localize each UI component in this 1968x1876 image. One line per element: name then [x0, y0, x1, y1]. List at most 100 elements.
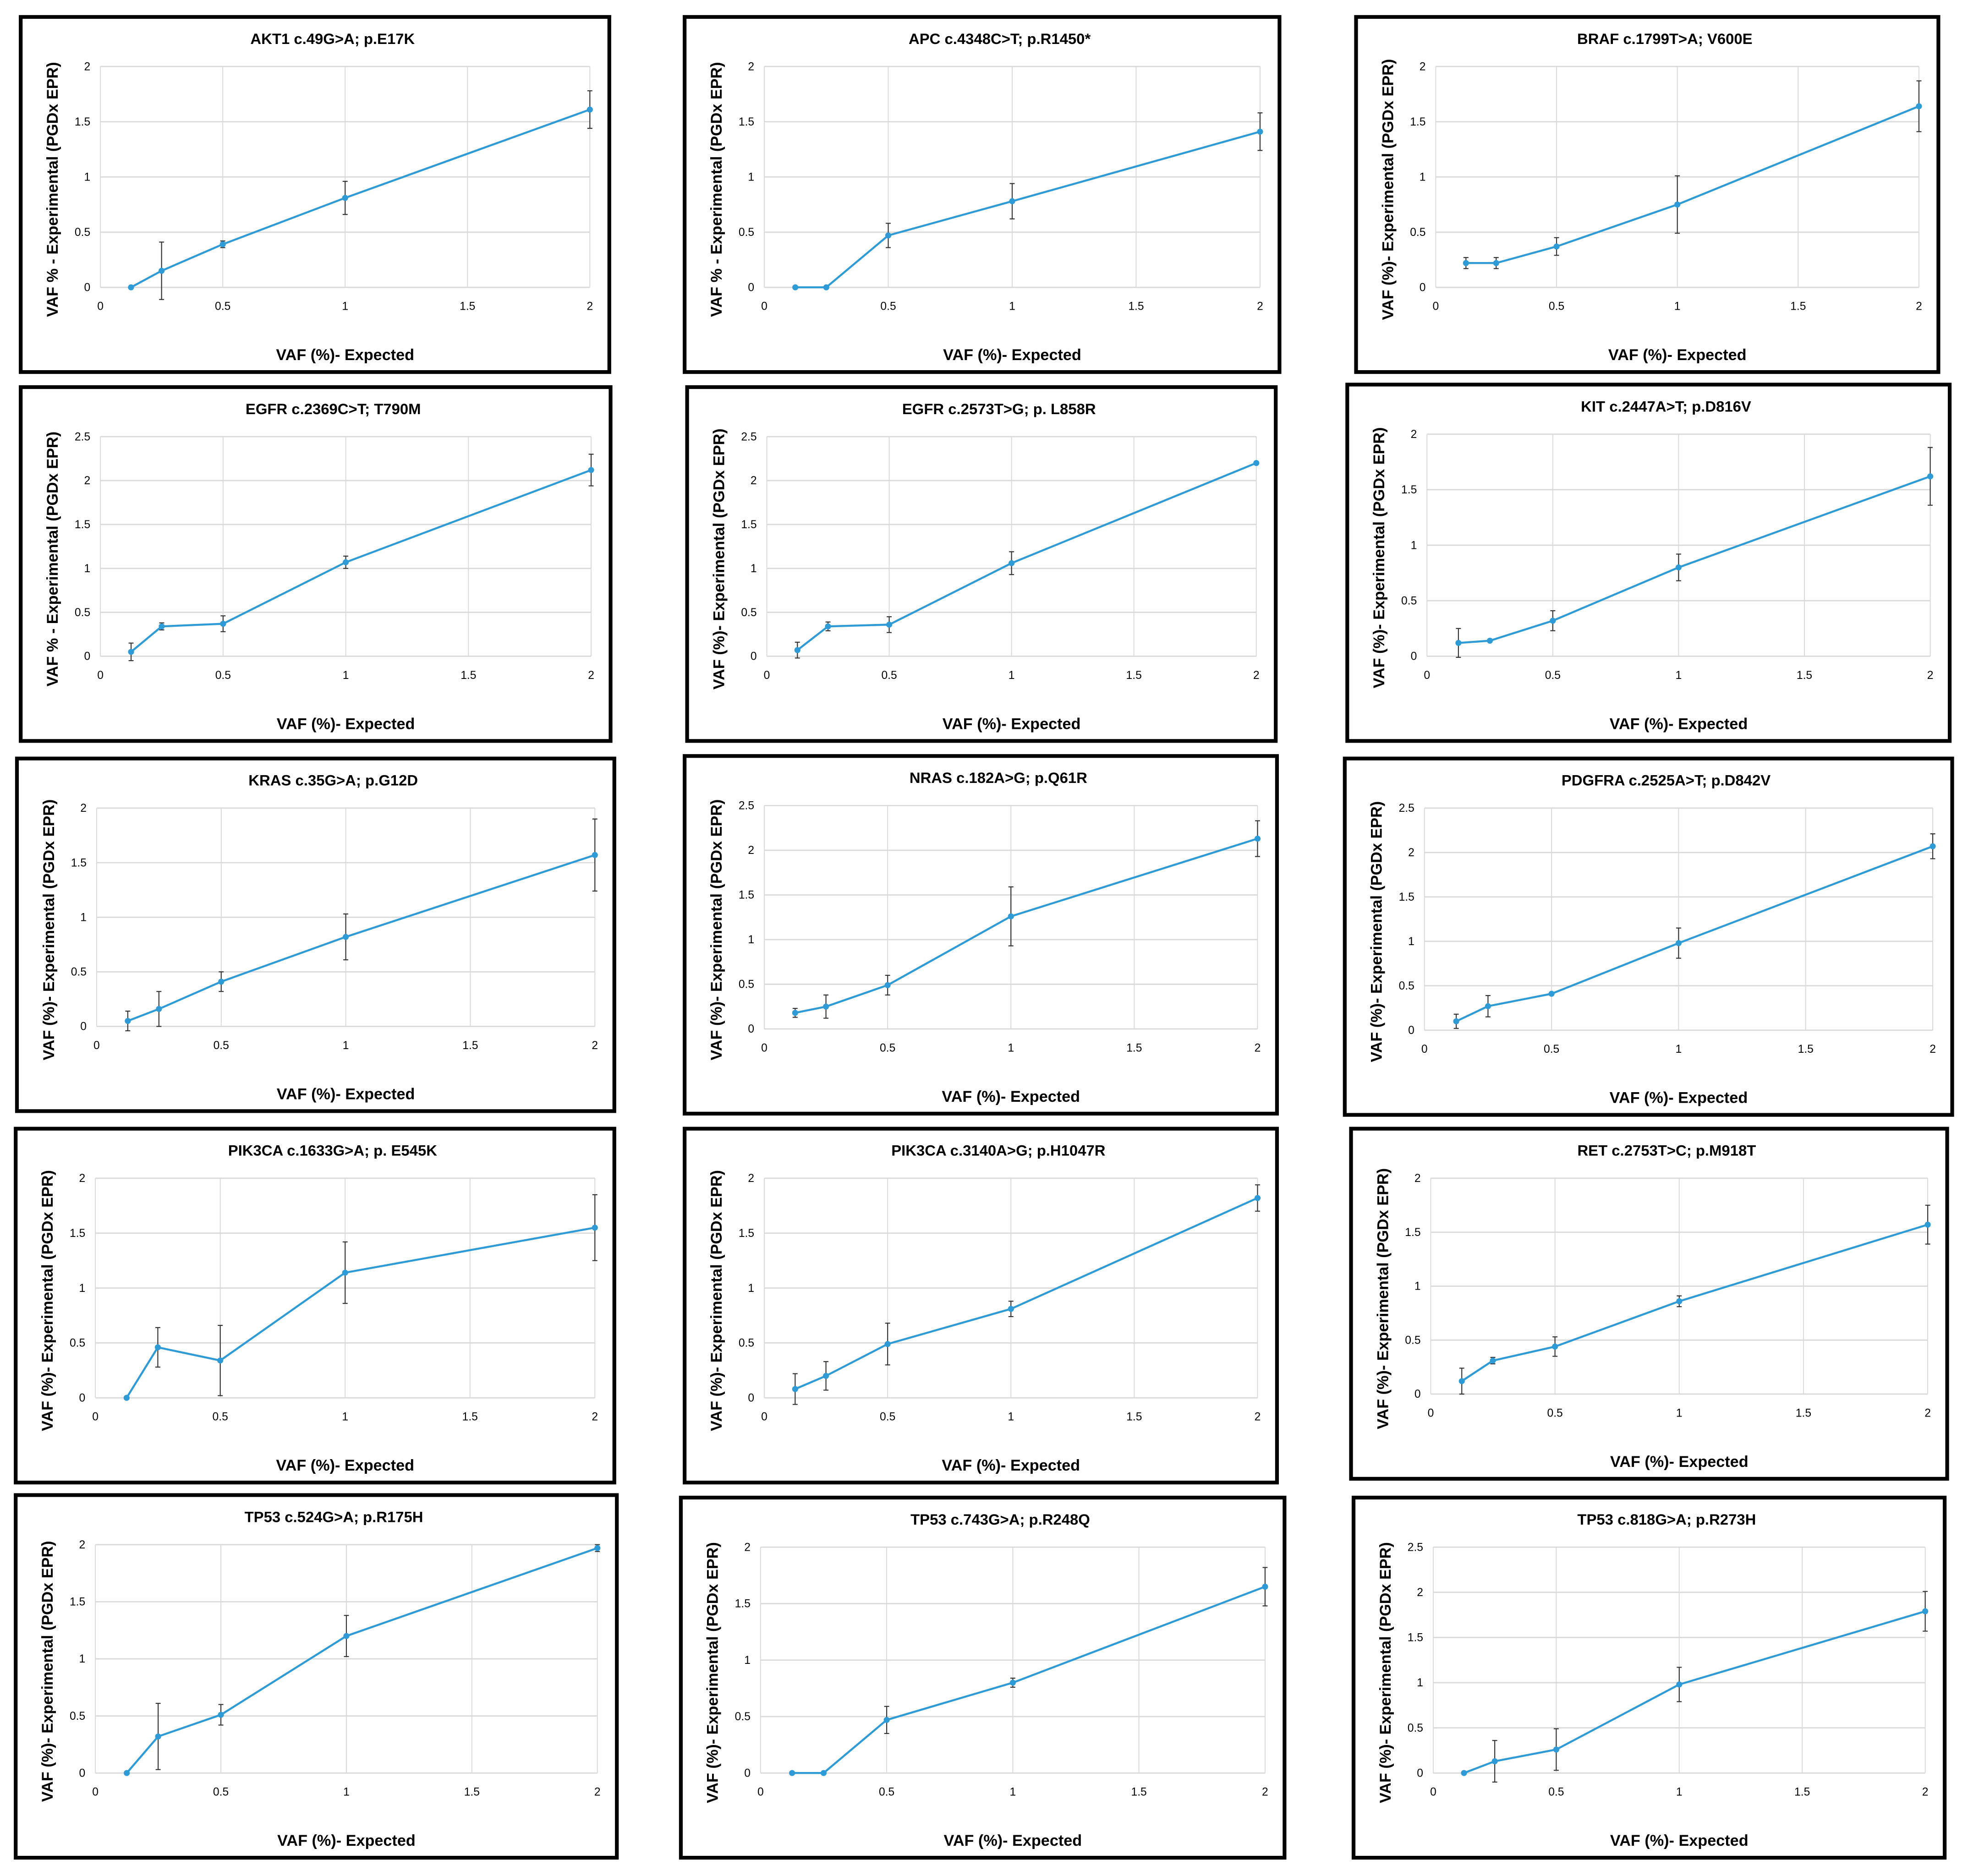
x-tick-label: 1	[1008, 1042, 1014, 1054]
x-tick-label: 1	[1009, 669, 1015, 682]
x-tick-label: 2	[1930, 1043, 1936, 1056]
y-tick-label: 1	[1408, 935, 1414, 948]
x-tick-label: 1.5	[460, 669, 476, 682]
x-axis-label: VAF (%)- Expected	[943, 715, 1081, 733]
data-point	[1254, 1195, 1261, 1201]
series-line	[126, 1226, 595, 1399]
y-tick-label: 0	[748, 281, 754, 294]
x-tick-label: 1	[343, 1786, 350, 1799]
y-tick-label: 0	[751, 651, 757, 663]
y-axis-label: VAF (%)- Experimental (PGDx EPR)	[40, 799, 58, 1061]
x-axis-label: VAF (%)- Expected	[943, 346, 1081, 364]
data-point	[1253, 460, 1260, 466]
x-tick-label: 0	[97, 669, 104, 682]
y-tick-label: 0	[1408, 1024, 1414, 1037]
x-tick-label: 1.5	[460, 301, 475, 313]
y-axis-label: VAF (%)- Experimental (PGDx EPR)	[1379, 59, 1397, 320]
chart-title: EGFR c.2369C>T; T790M	[246, 400, 421, 417]
y-tick-label: 1.5	[70, 1227, 85, 1240]
data-point	[823, 284, 829, 290]
chart-panel: BRAF c.1799T>A; V600E 0 0.5 1 1.5 2 0 0.5 1 1.5 2 V…	[1354, 15, 1941, 374]
y-tick-label: 0.5	[739, 1337, 754, 1350]
data-point	[1927, 473, 1934, 480]
y-tick-label: 0.5	[739, 226, 754, 239]
y-tick-label: 2.5	[75, 431, 90, 443]
y-tick-label: 1	[1417, 1677, 1423, 1689]
x-tick-label: 2	[1924, 1407, 1931, 1419]
chart-title: NRAS c.182A>G; p.Q61R	[910, 769, 1087, 786]
y-tick-label: 2.5	[739, 800, 754, 812]
data-point	[1463, 260, 1469, 266]
x-tick-label: 0.5	[214, 1039, 229, 1052]
y-tick-label: 0.5	[1410, 226, 1425, 239]
x-tick-label: 1.5	[1790, 301, 1806, 313]
chart-panel: RET c.2753T>C; p.M918T 0 0.5 1 1.5 2 0 0.5 1 1.5 2…	[1349, 1127, 1949, 1481]
data-point	[1493, 260, 1499, 266]
x-tick-label: 1	[1008, 1411, 1014, 1423]
y-tick-label: 0	[744, 1767, 751, 1779]
y-tick-label: 0	[84, 281, 90, 294]
y-tick-label: 0	[80, 1021, 87, 1033]
x-tick-label: 1	[343, 669, 349, 682]
data-point	[1009, 560, 1015, 566]
chart-title: BRAF c.1799T>A; V600E	[1577, 30, 1753, 47]
data-point	[825, 623, 831, 629]
x-axis-label: VAF (%)- Expected	[277, 715, 415, 733]
y-tick-label: 0.5	[75, 226, 90, 239]
chart-title: RET c.2753T>C; p.M918T	[1577, 1142, 1756, 1159]
y-tick-label: 1	[748, 1282, 754, 1295]
chart-title: AKT1 c.49G>A; p.E17K	[250, 30, 415, 47]
y-axis-label: VAF (%)- Experimental (PGDx EPR)	[708, 799, 725, 1061]
y-tick-label: 0.5	[741, 607, 757, 619]
chart-svg: BRAF c.1799T>A; V600E 0 0.5 1 1.5 2 0 0.5 1 1.5 2 V…	[1379, 30, 1922, 364]
x-tick-label: 1	[1010, 1786, 1016, 1799]
y-tick-label: 1.5	[75, 519, 90, 531]
y-tick-label: 1	[84, 171, 90, 183]
data-point	[594, 1545, 601, 1551]
y-tick-label: 1.5	[739, 1227, 754, 1240]
x-tick-label: 2	[1257, 301, 1263, 313]
x-tick-label: 0.5	[880, 301, 896, 313]
chart-svg: PDGFRA c.2525A>T; p.D842V 0 0.5 1 1.5 2 0 0.5 1 1…	[1368, 772, 1936, 1107]
x-tick-label: 1.5	[1128, 301, 1144, 313]
data-point	[1009, 1679, 1016, 1686]
series-line	[1458, 475, 1931, 644]
chart-panel: PIK3CA c.3140A>G; p.H1047R 0 0.5 1 1.5 2 0 0.5 1…	[683, 1127, 1279, 1485]
data-point	[823, 1373, 829, 1379]
y-tick-label: 2	[79, 1539, 86, 1551]
data-point	[154, 1344, 161, 1351]
y-tick-label: 0.5	[1401, 595, 1417, 607]
y-tick-label: 2.5	[1408, 1541, 1423, 1553]
chart-title: PDGFRA c.2525A>T; p.D842V	[1562, 772, 1771, 789]
y-tick-label: 0.5	[1399, 980, 1414, 992]
y-tick-label: 2	[1420, 60, 1426, 73]
y-tick-label: 1.5	[71, 857, 87, 869]
chart-svg: NRAS c.182A>G; p.Q61R 0 0.5 1 1.5 2 0 0.5 1 1.5 2 2…	[708, 769, 1261, 1105]
series-line	[1466, 105, 1919, 264]
y-tick-label: 2	[744, 1541, 751, 1553]
chart-panel: EGFR c.2369C>T; T790M 0 0.5 1 1.5 2 0 0.5 1 1.5 2 2…	[19, 385, 613, 743]
chart-title: KIT c.2447A>T; p.D816V	[1581, 398, 1751, 415]
data-point	[125, 1018, 131, 1024]
series-line	[795, 1197, 1258, 1390]
series-line	[1461, 1224, 1928, 1382]
data-point	[1455, 640, 1462, 646]
y-tick-label: 1	[84, 563, 90, 575]
x-tick-label: 1	[1676, 669, 1682, 682]
chart-title: EGFR c.2573T>G; p. L858R	[902, 400, 1096, 417]
x-tick-label: 1.5	[1126, 1042, 1142, 1054]
x-tick-label: 2	[1916, 301, 1922, 313]
x-axis-label: VAF (%)- Expected	[1610, 1453, 1749, 1471]
chart-panel: KIT c.2447A>T; p.D816V 0 0.5 1 1.5 2 0 0.5 1 1.5 2…	[1345, 383, 1952, 743]
x-tick-label: 2	[588, 669, 594, 682]
y-tick-label: 2	[748, 60, 754, 73]
x-tick-label: 0	[761, 1411, 767, 1423]
x-tick-label: 0.5	[881, 669, 897, 682]
x-tick-label: 0.5	[215, 669, 231, 682]
data-point	[884, 982, 891, 988]
chart-title: APC c.4348C>T; p.R1450*	[909, 30, 1091, 47]
y-tick-label: 0.5	[1405, 1334, 1420, 1346]
y-tick-label: 0	[1417, 1767, 1423, 1779]
chart-panel: KRAS c.35G>A; p.G12D 0 0.5 1 1.5 2 0 0.5 1 1.5 2 VA…	[15, 756, 616, 1113]
x-tick-label: 1.5	[1126, 669, 1142, 682]
